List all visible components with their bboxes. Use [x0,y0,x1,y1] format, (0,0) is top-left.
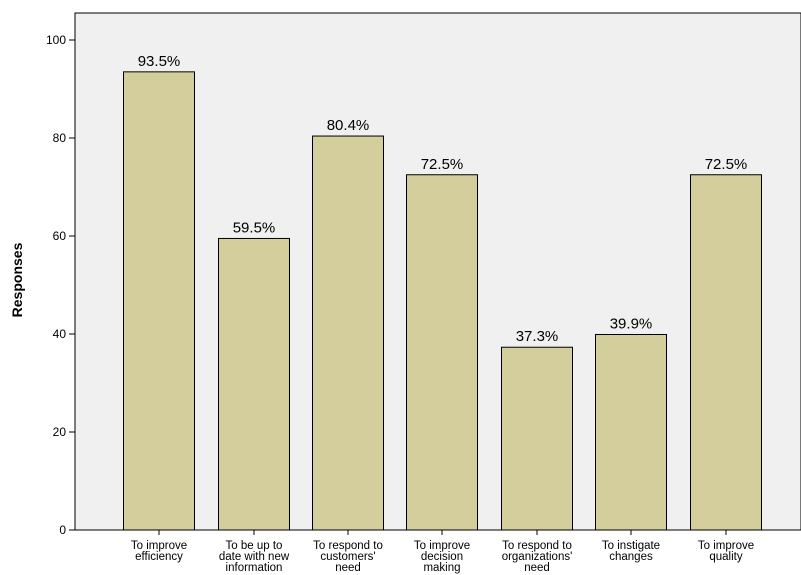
x-category-label: To improve decision making [414,540,470,574]
x-category-label: To improve quality [698,540,754,563]
y-tick-label: 60 [53,229,67,243]
x-category-label: To improve efficiency [131,540,187,563]
x-category-label-line: organizations' [502,551,573,563]
bar-data-label: 93.5% [138,53,181,70]
x-category-label: To be up to date with new information [219,540,290,574]
x-category-label: To instigate changes [602,540,660,563]
x-category-label-line: To instigate [602,540,660,552]
x-category-label-line: customers' [320,551,375,563]
x-category-label-line: making [423,562,460,574]
x-category-label-line: need [524,562,550,574]
bar-data-label: 72.5% [421,156,464,173]
bar [123,71,195,531]
bar-data-label: 59.5% [233,219,276,236]
x-category-label-line: changes [609,551,653,563]
x-category-label-line: To improve [698,540,754,552]
x-category-label-line: To respond to [313,540,383,552]
x-category-label: To respond to organizations' need [502,540,573,574]
bar [312,135,384,531]
bar-data-label: 39.9% [610,315,653,332]
x-category-label-line: date with new [219,551,290,563]
bar [406,174,478,531]
y-tick-label: 20 [53,425,67,439]
x-category-label-line: To improve [414,540,470,552]
bar [690,174,762,531]
x-category-label-line: information [226,562,283,574]
y-axis-title: Responses [9,242,25,317]
bar-data-label: 72.5% [705,156,748,173]
bar-data-label: 37.3% [516,328,559,345]
y-tick-label: 40 [53,327,67,341]
x-category-label-line: To respond to [502,540,572,552]
y-tick-label: 80 [53,131,67,145]
bar [595,333,667,531]
bar [218,237,290,531]
y-axis: 0 20 40 60 80 100 [46,33,75,537]
x-category-label-line: To be up to [226,540,283,552]
x-category-label-line: need [335,562,361,574]
x-category-label: To respond to customers' need [313,540,383,574]
x-category-label-line: decision [421,551,463,563]
x-category-label-line: quality [709,551,742,563]
bar [501,346,573,531]
y-tick-label: 100 [46,33,66,47]
bars-group: 93.5% 59.5% 80.4% 72.5% 37.3% 39.9% 72.5% [123,53,762,531]
x-category-label-line: efficiency [135,551,183,563]
y-tick-label: 0 [59,523,66,537]
bar-data-label: 80.4% [327,117,370,134]
x-category-label-line: To improve [131,540,187,552]
